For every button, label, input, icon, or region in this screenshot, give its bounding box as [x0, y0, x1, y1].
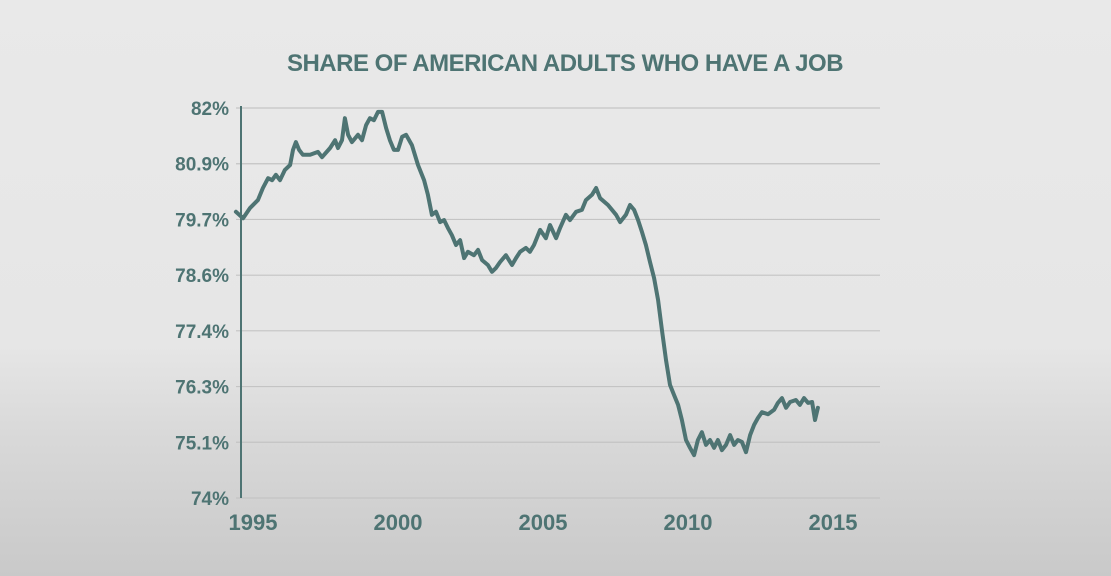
y-tick-label: 75.1% [175, 433, 229, 454]
x-tick-label: 1995 [229, 510, 278, 535]
y-tick-label: 77.4% [175, 322, 229, 343]
x-tick-label: 2005 [519, 510, 568, 535]
x-tick-label: 2010 [664, 510, 713, 535]
y-tick-label: 80.9% [175, 155, 229, 176]
y-tick-label: 76.3% [175, 378, 229, 399]
x-tick-label: 2000 [374, 510, 423, 535]
x-axis-ticks: 1995 2000 2005 2010 2015 [229, 510, 858, 535]
chart-title: SHARE OF AMERICAN ADULTS WHO HAVE A JOB [287, 50, 843, 77]
series-line-employment-ratio [233, 109, 820, 458]
x-tick-label: 2015 [809, 510, 858, 535]
y-tick-label: 74% [191, 489, 229, 510]
y-tick-label: 79.7% [175, 210, 229, 231]
y-axis-ticks: 82% 80.9% 79.7% 78.6% 77.4% 76.3% 75.1% … [175, 99, 229, 510]
gridlines [236, 107, 880, 499]
y-tick-label: 82% [191, 99, 229, 120]
y-tick-label: 78.6% [175, 266, 229, 287]
